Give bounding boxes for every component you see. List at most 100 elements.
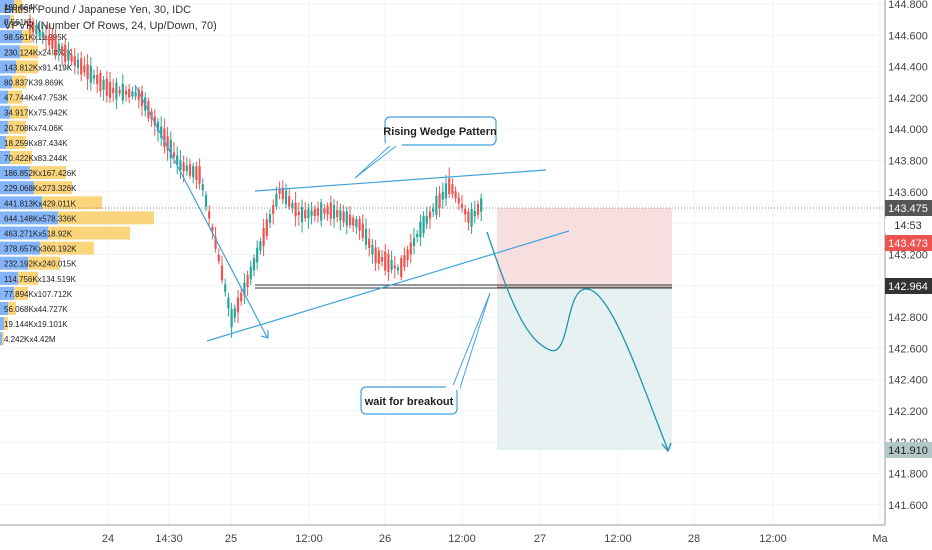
svg-text:14:53: 14:53 [894,220,922,232]
candle-body [313,209,316,216]
vp-row-label: 378.657Kx360.192K [4,245,77,254]
candle-body [32,21,35,33]
vp-down-bar [10,105,28,119]
time-axis[interactable]: 24 14:30 25 12:00 26 12:00 27 12:00 28 12:00 Ma [0,524,889,545]
vp-up-bar [0,151,10,164]
price-axis[interactable]: 144.800 144.600 144.400 144.200 144.000 143.8… [884,0,932,525]
candle-body [396,267,400,271]
candle-body [172,152,176,157]
candle-body [316,208,320,216]
candle-body [44,35,48,40]
price-tick-label: 143.600 [888,187,928,199]
breakout-callout[interactable]: wait for breakout [360,292,491,415]
vp-down-bar [40,241,94,255]
candle-body [294,202,297,217]
price-tick-label: 143.200 [888,249,928,261]
rising-wedge-label: Rising Wedge Pattern [383,126,497,138]
candle-body [300,207,304,223]
candle-body [64,44,67,62]
candle-body [310,210,313,216]
downtrend-arrow-line[interactable] [134,84,268,338]
candle-body [377,250,380,264]
price-tick-label: 142.400 [888,375,928,387]
vp-down-bar [10,15,14,29]
vp-row-label: 114.756Kx134.519K [4,275,77,284]
candle-body [150,111,153,120]
candle-body [307,209,310,219]
vp-down-bar [22,30,32,44]
candle-body [92,75,96,79]
candle-body [137,89,140,100]
candle-body [217,254,220,262]
vp-row-label: 56.068Kx44.727K [4,305,68,314]
candle-body [195,166,198,180]
candle-body [208,211,211,219]
candle-body [227,297,230,309]
vp-up-bar [0,90,8,104]
wedge-upper-line[interactable] [254,169,547,192]
vp-down-bar [42,196,102,210]
price-tick-label: 144.800 [888,0,928,11]
candle-body [252,258,256,271]
candle-body [358,218,361,231]
vp-up-bar [0,181,34,195]
vp-up-bar [0,0,14,13]
candle-body [384,251,387,271]
candle-body [380,256,384,262]
level-price-tag: 142.964 [885,278,932,294]
candle-body [233,308,236,318]
candle-body [284,190,288,205]
candles [28,14,483,338]
candle-body [249,266,252,280]
vp-up-bar [0,30,22,44]
candle-body [188,164,192,176]
wedge-lower-line[interactable] [206,230,570,342]
candle-body [352,217,355,226]
candle-body [435,196,438,215]
rising-wedge-callout[interactable]: Rising Wedge Pattern [354,116,497,179]
candle-body [278,188,281,194]
bid-price-tag: 143.473 [885,235,932,251]
projection-path[interactable] [486,231,669,451]
svg-text:143.475: 143.475 [888,203,928,215]
symbol-title[interactable]: British Pound / Japanese Yen, 30, IDC [4,4,192,16]
vp-up-bar [0,256,28,270]
candle-body [35,24,38,35]
candle-body [470,208,473,227]
candle-body [211,227,214,231]
candle-body [428,211,432,219]
price-tick-label: 144.000 [888,124,928,136]
vp-up-bar [0,166,30,180]
candle-body [38,30,41,35]
candle-body [89,65,92,83]
candle-body [259,241,262,251]
vp-down-bar [10,151,32,164]
vp-down-bar [14,286,28,300]
candle-body [355,219,358,228]
candle-body [457,197,460,204]
vp-up-bar [0,286,14,300]
candle-body [163,128,166,147]
time-tick-label: Ma [872,533,888,545]
candle-body [281,187,284,200]
candle-body [128,88,131,98]
candle-body [41,32,44,38]
candle-body [291,203,294,208]
vp-down-bar [58,211,154,225]
candle-body [320,202,323,221]
candle-body [412,238,416,246]
candle-body [246,274,249,288]
time-tick-label: 12:00 [448,533,476,545]
candle-body [342,211,345,223]
time-tick-label: 12:00 [295,533,323,545]
candle-body [364,229,368,245]
price-tick-label: 141.800 [888,469,928,481]
time-tick-label: 12:00 [604,533,632,545]
price-tick-label: 141.600 [888,500,928,512]
candle-body [54,35,57,55]
vp-row-label: 80.837K39.869K [4,79,64,88]
chart-legend: British Pound / Japanese Yen, 30, IDC VP… [4,2,217,34]
indicator-title[interactable]: VPVR (Number Of Rows, 24, Up/Down, 70) [4,20,217,32]
candle-body [185,165,188,172]
